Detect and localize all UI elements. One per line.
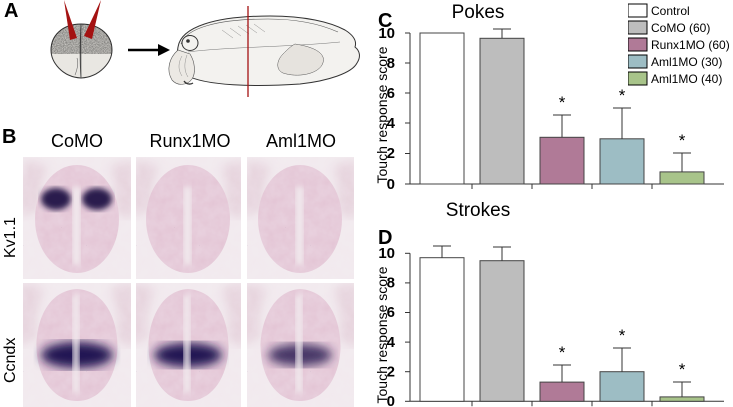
svg-text:Aml1MO (40): Aml1MO (40)	[651, 72, 722, 86]
svg-text:Touch response score: Touch response score	[375, 266, 390, 403]
svg-text:Touch response score: Touch response score	[375, 46, 390, 183]
svg-text:Runx1MO (60): Runx1MO (60)	[651, 38, 730, 52]
svg-text:10: 10	[378, 25, 395, 42]
svg-text:*: *	[559, 343, 566, 362]
svg-text:*: *	[619, 86, 626, 105]
svg-text:*: *	[619, 326, 626, 345]
svg-text:Pokes: Pokes	[452, 2, 505, 23]
svg-text:Aml1MO (30): Aml1MO (30)	[651, 55, 722, 69]
svg-text:*: *	[559, 93, 566, 112]
svg-text:*: *	[679, 131, 686, 150]
svg-text:Control: Control	[651, 4, 690, 18]
svg-text:CoMO (60): CoMO (60)	[651, 21, 710, 35]
svg-text:*: *	[679, 360, 686, 379]
svg-text:10: 10	[378, 245, 395, 262]
svg-text:Strokes: Strokes	[446, 200, 510, 221]
